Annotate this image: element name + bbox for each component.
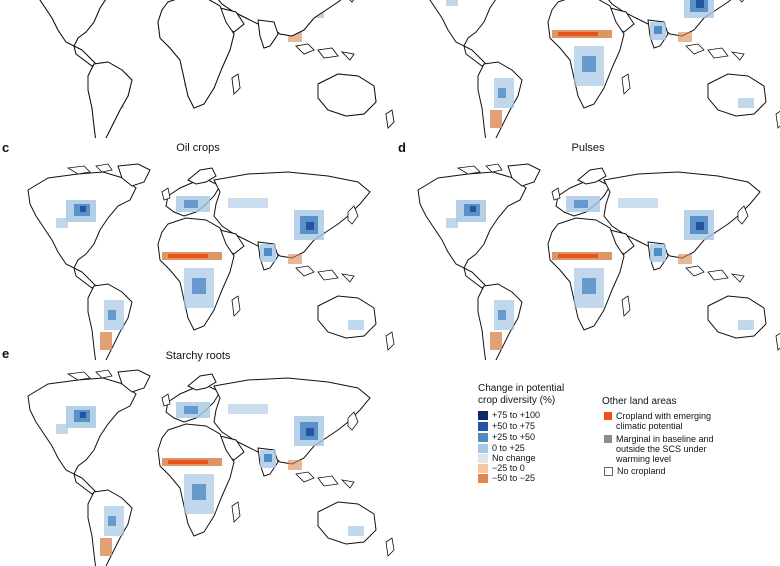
panel-c-map <box>27 163 395 360</box>
legend-label: No change <box>492 453 536 463</box>
legend-swatch <box>478 453 488 463</box>
legend-label: −25 to 0 <box>492 463 525 473</box>
legend-item-no-change: No change <box>478 453 536 463</box>
panel-e-letter: e <box>2 346 10 361</box>
other-land-no-cropland: No cropland <box>604 466 666 476</box>
legend-item-25-50: +25 to +50 <box>478 432 535 442</box>
legend-swatch <box>478 463 488 473</box>
legend-swatch <box>478 443 488 453</box>
panel-e-title: Starchy roots <box>165 350 231 362</box>
legend-label: −50 to −25 <box>492 473 536 483</box>
other-land-label: Cropland with emerging climatic potentia… <box>616 411 712 431</box>
panel-c-letter: c <box>2 140 10 155</box>
panel-c-title: Oil crops <box>176 142 220 154</box>
legend-item-minus-50-25: −50 to −25 <box>478 473 535 483</box>
other-land-marginal: Marginal in baseline and outside the SCS… <box>604 434 714 464</box>
legend-title-line2: crop diversity (%) <box>478 395 556 406</box>
legend-swatch <box>604 435 612 443</box>
panel-d-letter: d <box>398 140 406 155</box>
other-land-label: No cropland <box>617 466 666 476</box>
legend-item-50-75: +50 to +75 <box>478 421 535 431</box>
other-land-label: Marginal in baseline and outside the SCS… <box>616 434 714 464</box>
legend-swatch <box>478 432 488 442</box>
legend-label: 0 to +25 <box>492 443 525 453</box>
top-right-map <box>417 0 780 138</box>
legend-label: +75 to +100 <box>492 410 541 420</box>
legend-item-0-25: 0 to +25 <box>478 443 525 453</box>
legend-item-75-100: +75 to +100 <box>478 410 540 420</box>
other-land-emerging: Cropland with emerging climatic potentia… <box>604 411 711 431</box>
legend-label: +25 to +50 <box>492 432 536 442</box>
legend-swatch <box>604 412 612 420</box>
legend-swatch <box>478 410 488 420</box>
panel-d-map <box>417 163 780 360</box>
legend-item-minus-25-0: −25 to 0 <box>478 463 525 473</box>
other-land-title: Other land areas <box>602 396 677 407</box>
legend-swatch <box>604 467 613 476</box>
legend-swatch <box>478 473 488 483</box>
top-left-map <box>27 0 395 138</box>
legend-title-line1: Change in potential <box>478 383 565 394</box>
legend-label: +50 to +75 <box>492 421 536 431</box>
panel-e-map <box>27 369 395 566</box>
panel-d-title: Pulses <box>571 142 605 154</box>
legend-swatch <box>478 421 488 431</box>
